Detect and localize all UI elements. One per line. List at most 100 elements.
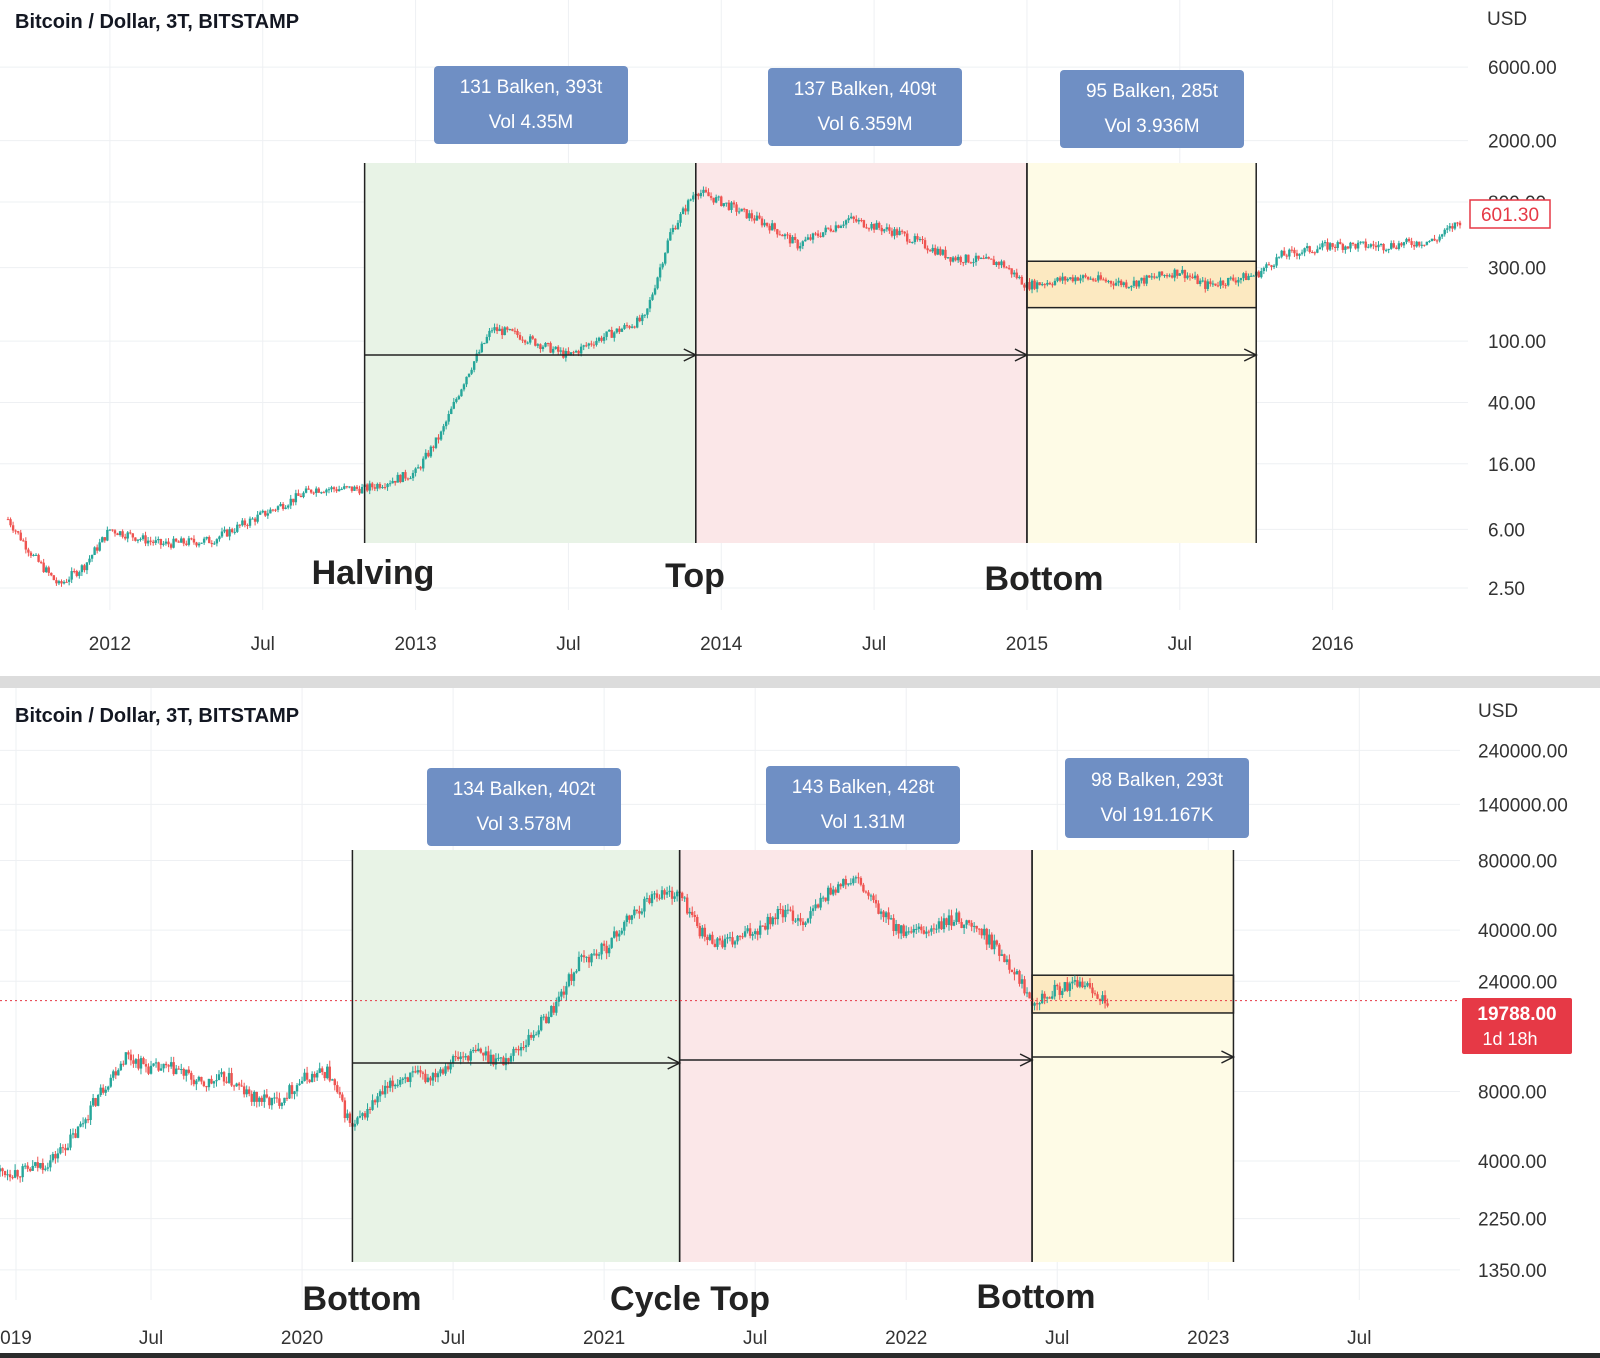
candle — [1400, 241, 1403, 248]
candle-body — [396, 1084, 399, 1086]
candle-body — [255, 1091, 258, 1102]
candle-body — [625, 915, 628, 922]
candle-body — [587, 343, 590, 346]
candle-body — [658, 897, 661, 899]
candle-body — [788, 234, 792, 244]
candle — [925, 926, 928, 939]
candle — [365, 483, 369, 493]
candle — [164, 1061, 168, 1069]
candle — [796, 914, 800, 927]
candle-body — [1066, 982, 1069, 991]
candle — [490, 327, 494, 334]
candle — [1362, 241, 1365, 245]
candle — [89, 1101, 92, 1125]
candle — [706, 934, 709, 946]
candle-body — [928, 250, 932, 252]
candle-body — [1186, 275, 1189, 279]
candle — [957, 910, 961, 924]
candle — [59, 1143, 62, 1155]
candle — [373, 1098, 377, 1105]
candle — [1333, 244, 1337, 252]
candle-body — [529, 1034, 533, 1038]
candle-body — [1244, 273, 1248, 281]
candle-body — [852, 878, 855, 884]
candle-body — [934, 247, 937, 255]
candle-body — [860, 220, 863, 222]
candle — [1130, 285, 1133, 291]
time-tick: 2012 — [89, 634, 131, 655]
candle — [1127, 286, 1131, 289]
time-tick: 2021 — [583, 1328, 625, 1349]
panel-divider[interactable] — [0, 676, 1600, 688]
candle-body — [592, 953, 596, 955]
candle — [81, 1117, 85, 1128]
candle-body — [1198, 280, 1202, 284]
candle — [1076, 976, 1079, 988]
candle — [414, 1065, 417, 1074]
candle — [613, 331, 616, 342]
candle-body — [340, 488, 343, 490]
measure-box[interactable]: 131 Balken, 393t Vol 4.35M — [434, 66, 628, 144]
candle-body — [950, 915, 953, 926]
candle — [658, 263, 662, 282]
candle-body — [1418, 241, 1421, 246]
candle — [1061, 988, 1064, 999]
candle — [60, 579, 63, 587]
arrow-head — [1019, 1053, 1034, 1067]
candle-body — [716, 938, 719, 947]
candle-body — [266, 513, 270, 516]
candle-body — [98, 542, 101, 551]
candle-body — [801, 241, 804, 247]
measure-box[interactable]: 143 Balken, 428t Vol 1.31M — [766, 766, 960, 844]
candle-body — [655, 893, 659, 898]
candle — [75, 569, 78, 578]
candle-body — [906, 233, 909, 242]
measure-box[interactable]: 95 Balken, 285t Vol 3.936M — [1060, 70, 1244, 148]
candle — [449, 1059, 452, 1074]
candle-body — [371, 483, 374, 488]
price-tick: 300.00 — [1488, 259, 1546, 280]
measure-box[interactable]: 137 Balken, 409t Vol 6.359M — [768, 68, 962, 146]
candle — [96, 1093, 100, 1107]
candle-body — [890, 230, 894, 236]
candle — [550, 1005, 553, 1018]
time-tick: Jul — [1045, 1328, 1069, 1349]
candle — [1018, 969, 1021, 987]
last-price-tag[interactable]: 601.30 — [1469, 199, 1551, 229]
candle — [368, 1106, 372, 1114]
candle — [965, 919, 968, 929]
measure-box[interactable]: 98 Balken, 293t Vol 191.167K — [1065, 758, 1249, 838]
candle — [618, 326, 621, 335]
candle-body — [220, 531, 224, 537]
candle-body — [94, 1098, 97, 1106]
candle — [885, 223, 889, 232]
candle-body — [628, 326, 631, 328]
candle — [228, 526, 231, 541]
candle — [927, 929, 931, 937]
candle-body — [997, 261, 1001, 266]
candle-body — [536, 344, 540, 346]
candle — [1262, 266, 1266, 275]
candle-body — [1125, 282, 1128, 288]
candle — [731, 931, 734, 948]
measure-box[interactable]: 134 Balken, 402t Vol 3.578M — [427, 768, 621, 846]
candle-body — [242, 1086, 246, 1095]
candle-body — [429, 446, 433, 457]
candle — [1083, 981, 1087, 990]
candle-body — [502, 1057, 505, 1066]
candle-body — [852, 216, 855, 220]
candle-body — [469, 1051, 472, 1061]
candle-body — [61, 1147, 65, 1149]
candle — [643, 896, 646, 918]
price-axis-top[interactable] — [1468, 0, 1600, 676]
time-ticks-bottom: 019 Jul 2020 Jul 2021 Jul 2022 Jul 2023 Jul — [0, 1328, 1371, 1349]
candle — [169, 1056, 173, 1069]
candle-body — [527, 1034, 530, 1046]
candle-body — [381, 1091, 384, 1095]
candle — [1407, 237, 1411, 243]
last-price-tag[interactable]: 19788.00 1d 18h — [1462, 998, 1572, 1054]
candle-body — [1295, 253, 1299, 256]
candle — [317, 487, 320, 494]
candle — [223, 526, 226, 534]
candle — [1303, 247, 1306, 257]
